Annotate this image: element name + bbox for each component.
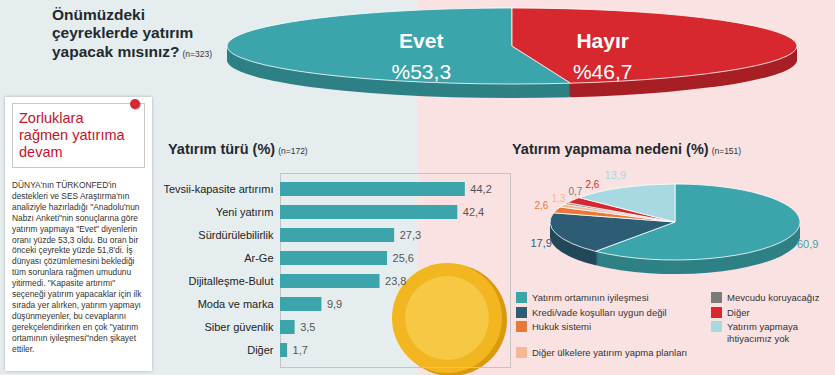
svg-text:Evet: Evet (399, 29, 443, 52)
svg-text:17,9: 17,9 (530, 237, 551, 249)
svg-text:Dijitalleşme-Bulut: Dijitalleşme-Bulut (189, 275, 274, 287)
svg-text:Hayır: Hayır (576, 29, 629, 52)
svg-text:25,6: 25,6 (393, 252, 414, 264)
svg-text:60,9: 60,9 (797, 238, 818, 250)
svg-text:42,4: 42,4 (463, 206, 484, 218)
svg-text:Diğer: Diğer (247, 344, 274, 356)
html-text:Mevcudu koruyacağız: Mevcudu koruyacağız (727, 292, 820, 303)
svg-text:2,6: 2,6 (534, 200, 548, 211)
svg-text:Sürdürülebilirlik: Sürdürülebilirlik (198, 229, 274, 241)
svg-text:%53,3: %53,3 (392, 60, 452, 83)
svg-text:Ar-Ge: Ar-Ge (244, 252, 273, 264)
svg-text:Yeni yatırım: Yeni yatırım (216, 206, 274, 218)
html-text:Diğer ülkelere yatırım yapma p: Diğer ülkelere yatırım yapma planları (532, 347, 688, 358)
html-text:DÜNYA'nın TÜRKONFED'in destekl: DÜNYA'nın TÜRKONFED'in destekleri ve SES… (12, 180, 142, 354)
html-text:Zorluklara rağmen yatırıma dev: Zorluklara rağmen yatırıma devam (19, 110, 125, 160)
svg-text:44,2: 44,2 (470, 183, 491, 195)
svg-text:0,7: 0,7 (568, 186, 582, 197)
svg-text:Siber güvenlik: Siber güvenlik (204, 321, 274, 333)
svg-text:1,7: 1,7 (293, 344, 308, 356)
svg-text:23,8: 23,8 (385, 275, 406, 287)
svg-text:Moda ve marka: Moda ve marka (198, 298, 275, 310)
svg-text:%46,7: %46,7 (573, 60, 633, 83)
svg-text:9,9: 9,9 (327, 298, 342, 310)
svg-text:13,9: 13,9 (605, 169, 626, 181)
html-text:Yatırım yapmaya ihtiyacımız yo: Yatırım yapmaya ihtiyacımız yok (727, 321, 799, 344)
svg-text:1,3: 1,3 (551, 193, 565, 204)
html-text:Önümüzdeki çeyreklerde yatırım: Önümüzdeki çeyreklerde yatırım yapacak m… (52, 6, 213, 60)
html-text:Diğer: Diğer (727, 306, 750, 318)
svg-text:3,5: 3,5 (300, 321, 315, 333)
svg-text:Tevsii-kapasite artırımı: Tevsii-kapasite artırımı (163, 183, 273, 195)
html-text:Yatırım ortamının iyileşmesi: Yatırım ortamının iyileşmesi (532, 292, 649, 303)
html-text:Yatırım yapmama nedeni (%)(n=1: Yatırım yapmama nedeni (%)(n=151) (512, 141, 742, 157)
html-text:Yatırım türü (%)(n=172): Yatırım türü (%)(n=172) (168, 141, 308, 157)
html-text:Hukuk sistemi: Hukuk sistemi (532, 321, 592, 332)
html-text:Kredi/vade koşulları uygun değ: Kredi/vade koşulları uygun değil (532, 306, 667, 318)
svg-text:2,6: 2,6 (585, 179, 599, 190)
svg-text:27,3: 27,3 (400, 229, 421, 241)
